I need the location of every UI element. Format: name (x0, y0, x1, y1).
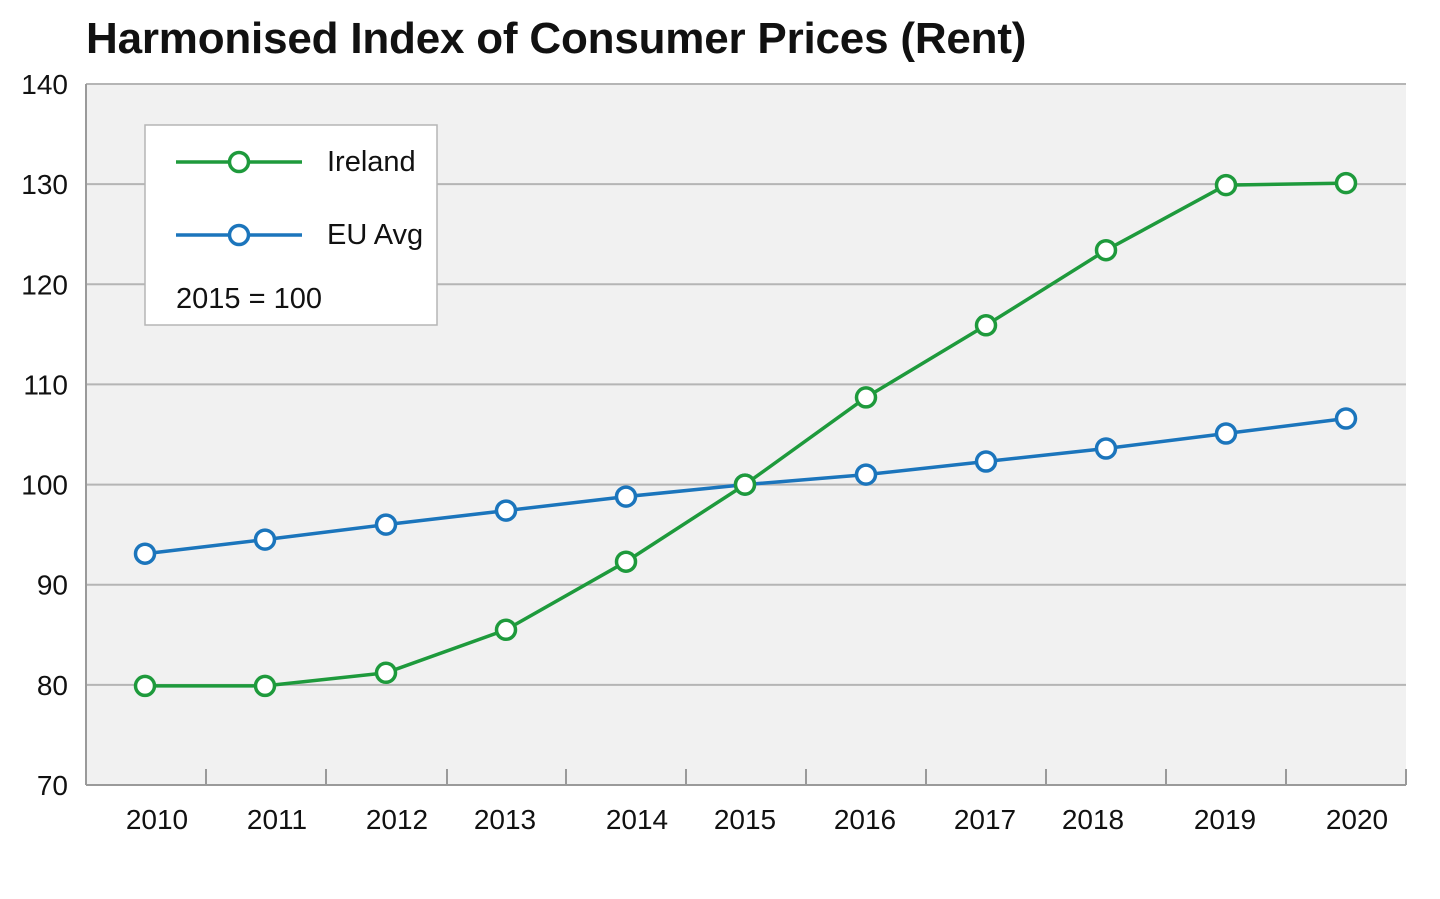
data-point-eu-avg (1094, 437, 1118, 460)
data-point-eu-avg (494, 499, 518, 522)
data-point-eu-avg (253, 528, 277, 551)
x-tick-label: 2015 (714, 804, 776, 835)
legend-label-eu-avg: EU Avg (327, 219, 423, 251)
data-point-eu-avg (854, 463, 878, 486)
x-tick-label: 2019 (1194, 804, 1256, 835)
y-tick-label: 120 (21, 269, 68, 300)
y-tick-label: 110 (23, 369, 68, 400)
y-tick-label: 90 (37, 570, 68, 601)
x-tick-label: 2014 (606, 804, 668, 835)
legend-marker-ireland (227, 150, 251, 174)
x-tick-label: 2010 (126, 804, 188, 835)
legend-note: 2015 = 100 (176, 283, 322, 315)
series-layer (133, 171, 1358, 698)
x-tick-label: 2013 (474, 804, 536, 835)
data-point-ireland (133, 674, 157, 698)
data-point-ireland (614, 550, 638, 573)
axes (85, 84, 1407, 786)
y-tick-label: 70 (37, 770, 68, 801)
chart-title: Harmonised Index of Consumer Prices (Ren… (86, 14, 1027, 63)
x-tick-label: 2016 (834, 804, 896, 835)
data-point-ireland (1334, 171, 1358, 195)
x-tick-label: 2017 (954, 804, 1016, 835)
legend-label-ireland: Ireland (327, 146, 416, 178)
data-point-ireland (374, 661, 398, 685)
y-tick-label: 100 (21, 470, 68, 501)
y-tick-label: 130 (21, 169, 68, 200)
data-point-eu-avg (614, 485, 638, 508)
data-point-ireland (494, 618, 518, 642)
data-point-eu-avg (974, 450, 998, 473)
data-point-ireland (253, 674, 277, 698)
data-point-ireland (854, 386, 878, 409)
data-point-eu-avg (1214, 422, 1238, 445)
data-point-eu-avg (374, 513, 398, 536)
x-tick-label: 2012 (366, 804, 428, 835)
y-axis-tick-labels: 70 80 90 100 110 120 130 140 (21, 69, 68, 801)
x-tick-label: 2018 (1062, 804, 1124, 835)
y-tick-label: 80 (37, 670, 68, 701)
x-tick-label: 2020 (1326, 804, 1388, 835)
legend-marker-eu-avg (227, 223, 251, 247)
legend-box (144, 124, 438, 326)
x-tick-label: 2011 (247, 804, 307, 835)
data-point-eu-avg (133, 542, 157, 565)
data-point-ireland (974, 314, 998, 337)
data-point-ireland (1214, 173, 1238, 197)
data-point-eu-avg (1334, 407, 1358, 430)
series-ireland (133, 171, 1358, 698)
y-tick-label: 140 (21, 69, 68, 100)
data-point-ireland (1094, 238, 1118, 262)
x-axis-tick-labels: 2010 2011 2012 2013 2014 2015 2016 2017 2018 2019… (126, 804, 1388, 835)
data-point-ireland (733, 473, 757, 496)
